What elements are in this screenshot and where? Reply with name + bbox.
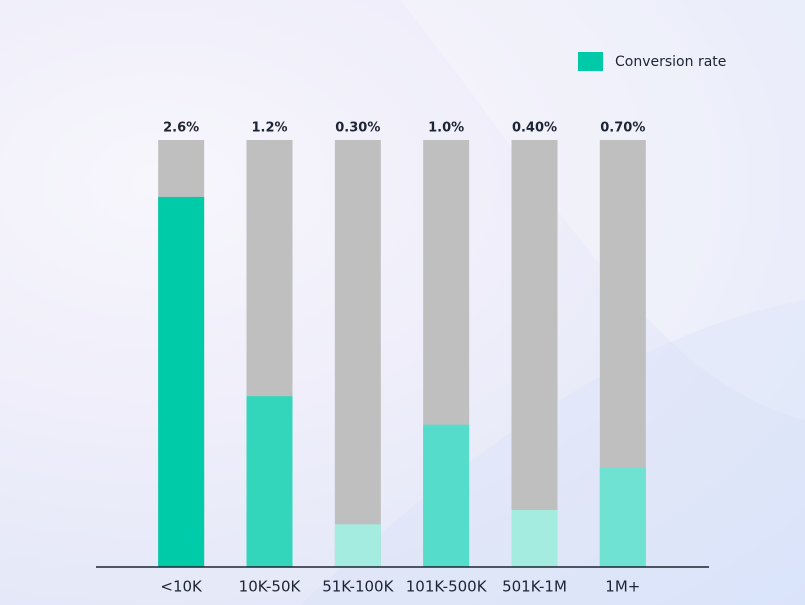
- bar: [599, 467, 646, 567]
- x-tick-label: <10K: [160, 578, 203, 596]
- bar-background: [511, 140, 558, 567]
- value-label: 2.6%: [163, 121, 199, 136]
- bar: [158, 196, 205, 567]
- bar: [334, 524, 381, 567]
- x-tick-label: 1M+: [605, 578, 640, 596]
- bar: [511, 510, 558, 567]
- bar: [423, 424, 470, 567]
- legend-swatch: [578, 52, 603, 71]
- value-label: 0.70%: [600, 121, 645, 136]
- legend-label: Conversion rate: [615, 54, 726, 70]
- value-label: 1.0%: [428, 121, 464, 136]
- x-tick-label: 10K-50K: [239, 578, 302, 596]
- value-label: 1.2%: [251, 121, 287, 136]
- bar: [246, 396, 293, 567]
- x-tick-label: 101K-500K: [406, 578, 488, 596]
- bar-background: [334, 140, 381, 567]
- x-tick-label: 51K-100K: [322, 578, 394, 596]
- x-tick-label: 501K-1M: [502, 578, 567, 596]
- value-label: 0.40%: [512, 121, 557, 136]
- value-label: 0.30%: [335, 121, 380, 136]
